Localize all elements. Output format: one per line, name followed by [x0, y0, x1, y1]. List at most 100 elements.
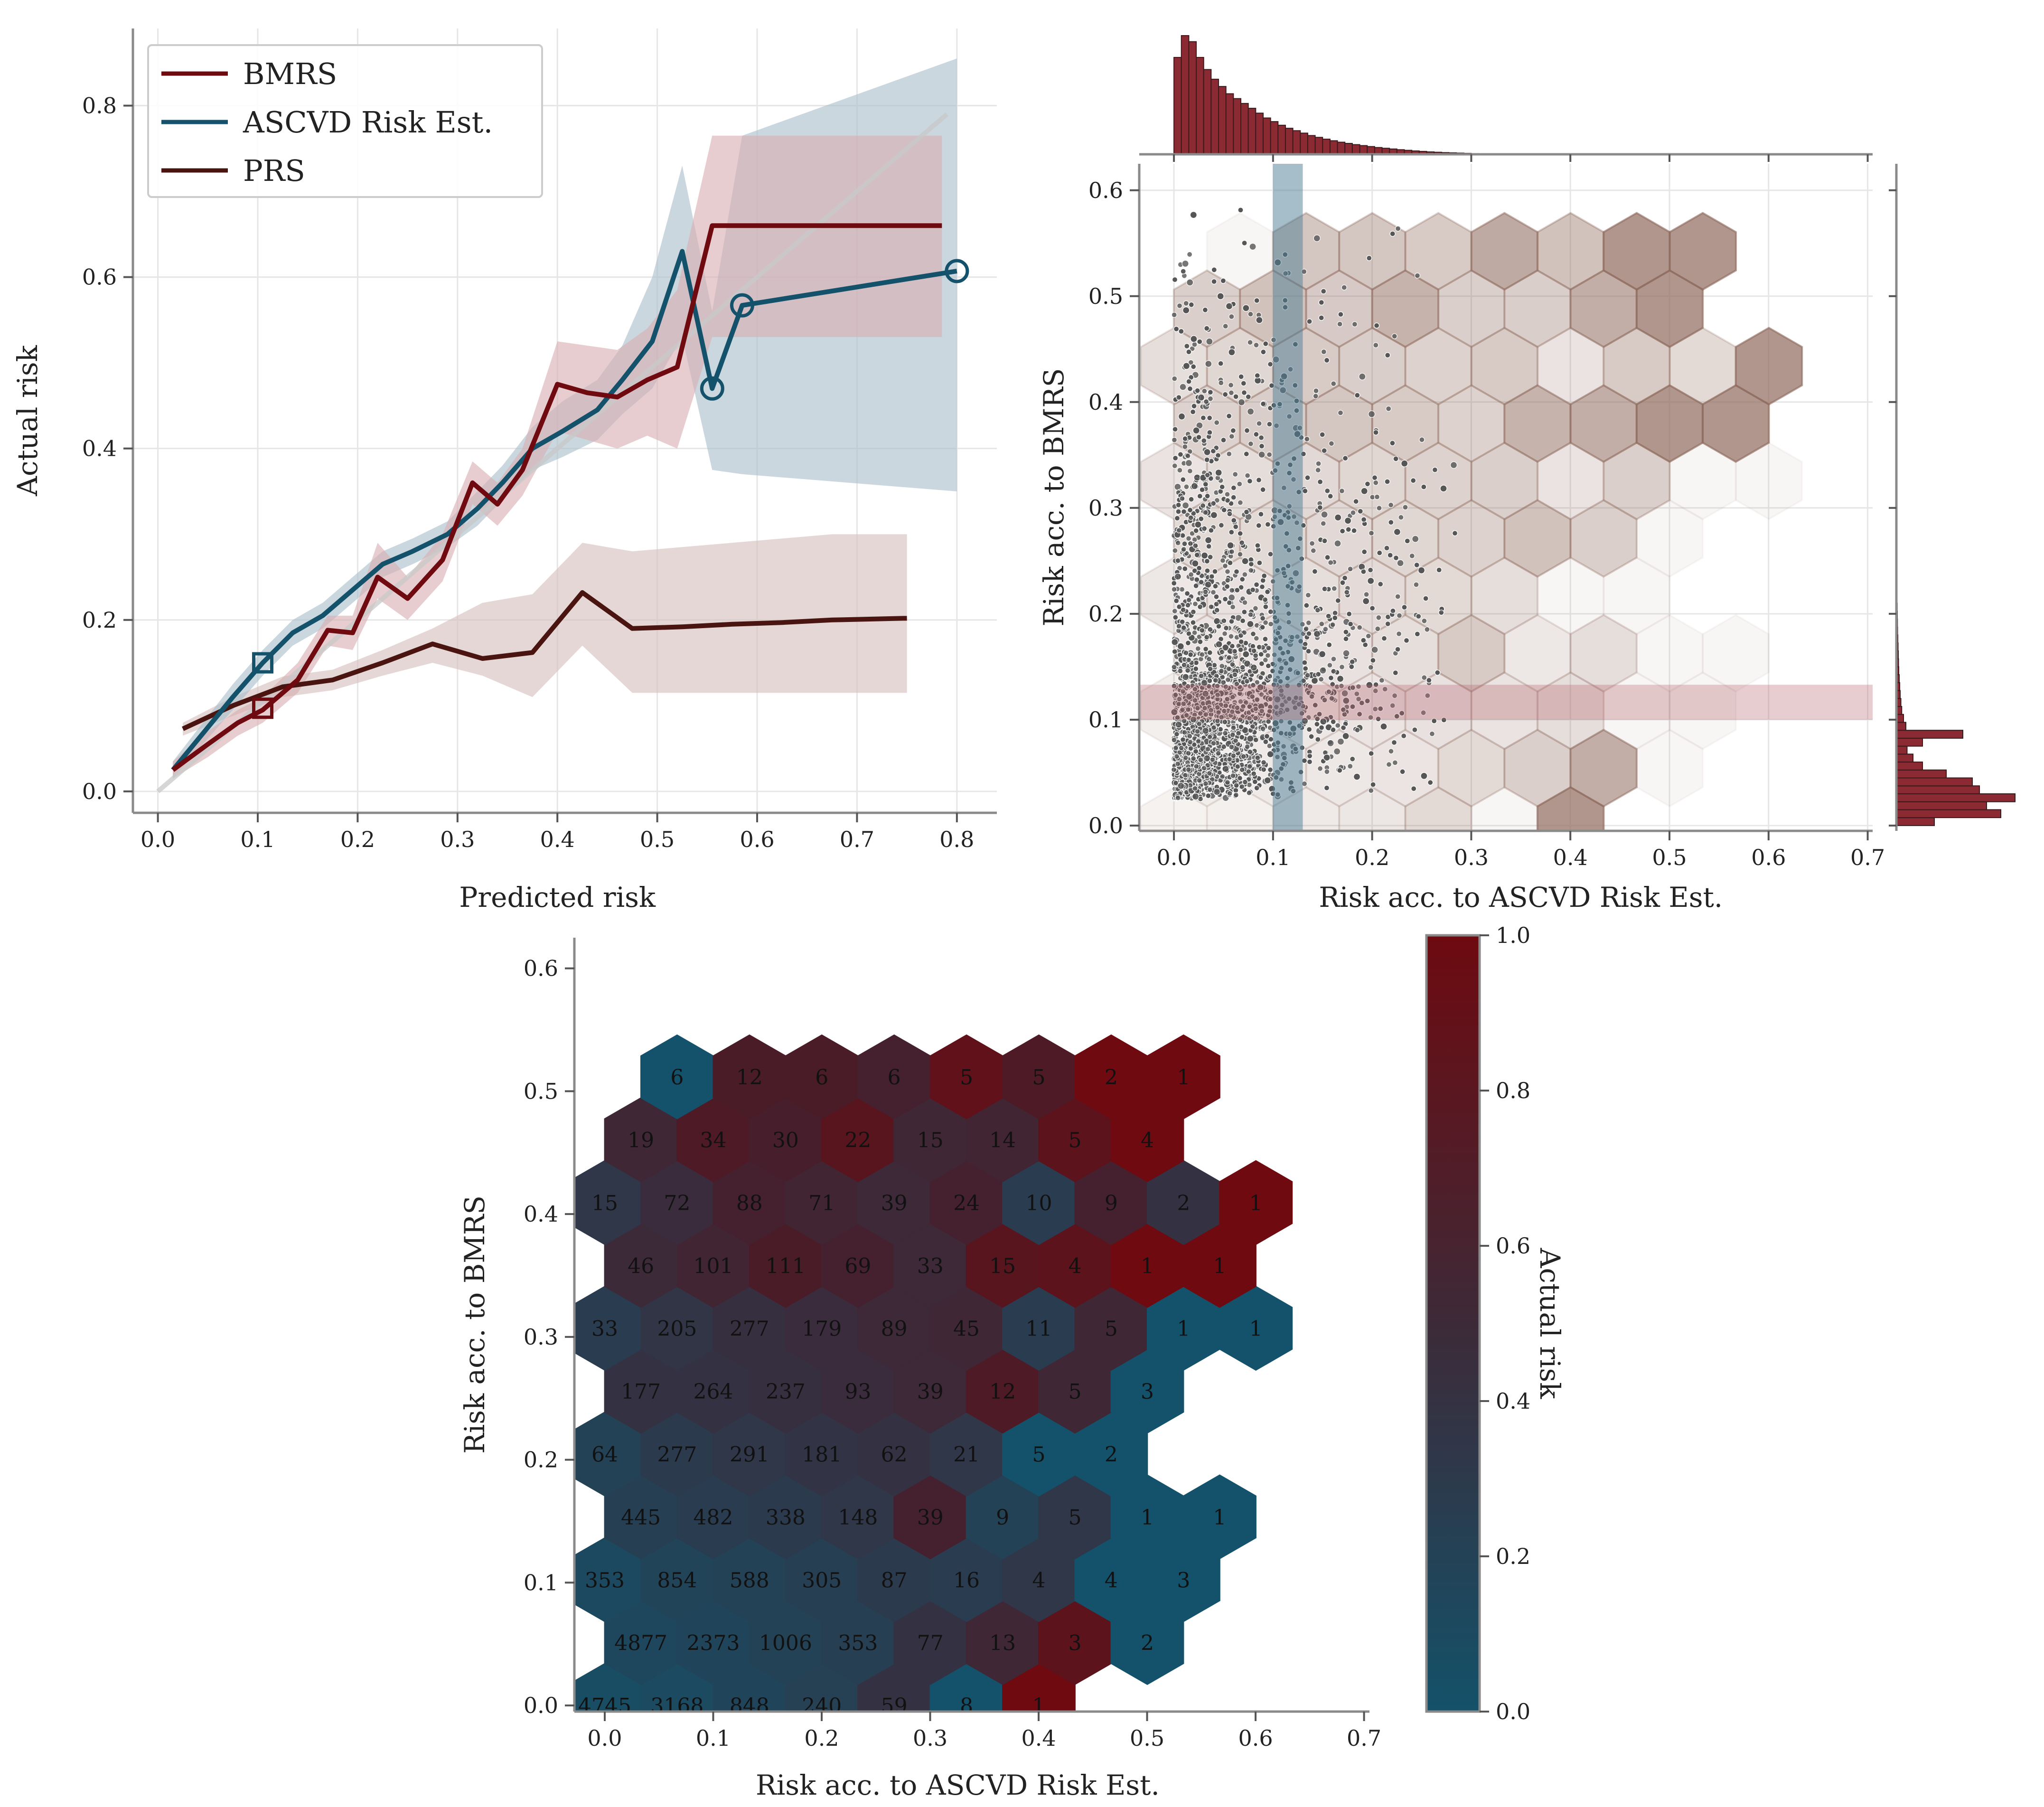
- scatter-point: [1181, 541, 1188, 547]
- scatter-point: [1194, 387, 1200, 394]
- scatter-point: [1452, 530, 1458, 536]
- scatter-point: [1206, 338, 1213, 345]
- scatter-point: [1385, 621, 1391, 627]
- scatter-point: [1264, 776, 1271, 784]
- scatter-point: [1306, 318, 1313, 325]
- scatter-point: [1185, 535, 1192, 542]
- scatter-point: [1231, 517, 1237, 524]
- scatter-point: [1238, 647, 1244, 653]
- background-hex: [1404, 786, 1472, 831]
- scatter-point: [1226, 451, 1232, 457]
- scatter-point: [1185, 459, 1192, 467]
- scatter-point: [1181, 260, 1189, 267]
- scatter-point: [1306, 631, 1312, 637]
- background-hex: [1569, 499, 1638, 578]
- scatter-point: [1198, 516, 1204, 522]
- background-hex: [1404, 327, 1472, 406]
- scatter-point: [1201, 438, 1207, 444]
- scatter-point: [1327, 493, 1333, 499]
- scatter-point: [1228, 348, 1236, 356]
- scatter-point: [1429, 731, 1435, 737]
- scatter-point: [1228, 313, 1235, 320]
- scatter-point: [1395, 646, 1401, 652]
- scatter-point: [1247, 735, 1254, 743]
- scatter-point: [1396, 612, 1403, 619]
- scatter-point: [1188, 301, 1194, 308]
- scatter-point: [1335, 597, 1341, 604]
- scatter-point: [1389, 440, 1396, 446]
- background-hex: [1470, 556, 1539, 635]
- scatter-point: [1331, 380, 1337, 387]
- scatter-point: [1190, 335, 1198, 343]
- legend: BMRS ASCVD Risk Est. PRS: [147, 44, 543, 198]
- scatter-point: [1173, 326, 1180, 332]
- scatter-point: [1258, 691, 1265, 698]
- scatter-point: [1224, 568, 1231, 575]
- scatter-point: [1438, 610, 1444, 616]
- calibration-lines: [171, 223, 957, 772]
- scatter-point: [1180, 476, 1186, 483]
- scatter-point: [1195, 645, 1201, 652]
- background-hex: [1635, 728, 1704, 808]
- scatter-point: [1245, 394, 1251, 400]
- scatter-point: [1171, 638, 1179, 646]
- scatter-point: [1205, 360, 1212, 368]
- scatter-point: [1354, 727, 1360, 733]
- scatter-point: [1361, 549, 1368, 555]
- scatter-point: [1363, 591, 1369, 598]
- scatter-point: [1204, 558, 1210, 565]
- scatter-point: [1247, 749, 1253, 755]
- scatter-point: [1179, 383, 1187, 391]
- scatter-point: [1187, 386, 1193, 392]
- scatter-point: [1180, 268, 1186, 274]
- scatter-points: [1171, 207, 1458, 802]
- scatter-point: [1228, 618, 1235, 624]
- scatter-point: [1204, 325, 1210, 331]
- background-hex: [1437, 499, 1506, 578]
- scatter-point: [1252, 605, 1258, 612]
- scatter-point: [1359, 373, 1366, 380]
- scatter-point: [1250, 631, 1256, 637]
- scatter-point: [1184, 343, 1190, 349]
- scatter-point: [1324, 488, 1331, 494]
- scatter-point: [1246, 790, 1252, 796]
- scatter-point: [1319, 621, 1325, 627]
- background-hex: [1569, 728, 1638, 808]
- scatter-point: [1424, 626, 1430, 632]
- scatter-point: [1211, 267, 1217, 273]
- scatter-point: [1227, 560, 1233, 566]
- scatter-point: [1380, 723, 1388, 730]
- scatter-point: [1305, 592, 1311, 598]
- scatter-point: [1224, 584, 1230, 590]
- scatter-point: [1399, 769, 1406, 775]
- scatter-point: [1258, 443, 1265, 449]
- scatter-point: [1199, 627, 1205, 633]
- scatter-point: [1411, 785, 1417, 792]
- scatter-point: [1192, 427, 1200, 434]
- scatter-point: [1222, 631, 1228, 637]
- scatter-point: [1177, 642, 1184, 650]
- scatter-point: [1376, 614, 1382, 621]
- scatter-point: [1260, 349, 1266, 355]
- background-hex: [1371, 613, 1440, 693]
- background-hex: [1669, 671, 1737, 750]
- scatter-point: [1226, 413, 1232, 419]
- y-tick-label: 0.2: [82, 607, 117, 633]
- scatter-point: [1347, 763, 1353, 770]
- scatter-point: [1171, 586, 1177, 593]
- scatter-point: [1306, 726, 1313, 733]
- scatter-point: [1192, 543, 1199, 549]
- scatter-point: [1368, 664, 1374, 670]
- scatter-point: [1218, 522, 1224, 528]
- scatter-point: [1256, 522, 1262, 529]
- background-hex: [1503, 613, 1572, 693]
- scatter-point: [1198, 757, 1204, 763]
- background-hex: [1536, 556, 1605, 635]
- legend-box: [147, 44, 543, 198]
- scatter-point: [1183, 484, 1190, 490]
- scatter-point: [1303, 602, 1310, 609]
- scatter-point: [1393, 528, 1401, 536]
- y-tick-label: 0.8: [82, 93, 117, 118]
- scatter-point: [1330, 727, 1336, 733]
- scatter-point: [1230, 485, 1237, 491]
